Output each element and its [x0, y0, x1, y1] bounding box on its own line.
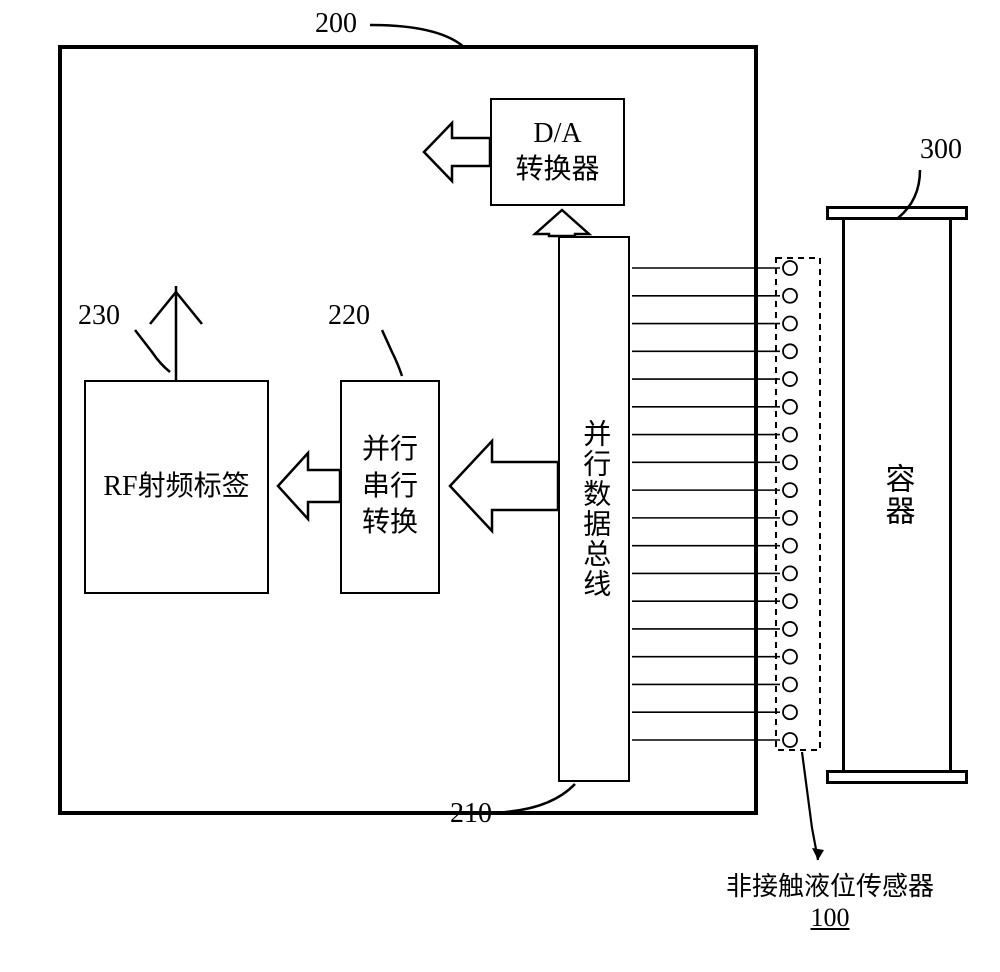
label-210: 210 — [450, 798, 492, 830]
parallel-bus-label: 并行数据总线 — [576, 419, 612, 599]
container-top-cap — [826, 206, 968, 220]
da-converter-block: D/A 转换器 — [490, 98, 625, 206]
rf-tag-block: RF射频标签 — [84, 380, 269, 594]
label-300: 300 — [920, 134, 962, 166]
sensor-caption: 非接触液位传感器 100 — [700, 866, 960, 933]
container-label: 容器 — [842, 218, 952, 772]
label-230: 230 — [78, 300, 120, 332]
container-bottom-cap — [826, 770, 968, 784]
sensor-caption-number: 100 — [700, 903, 960, 933]
parallel-serial-block: 并行 串行 转换 — [340, 380, 440, 594]
parallel-bus-block: 并行数据总线 — [558, 236, 630, 782]
label-220: 220 — [328, 300, 370, 332]
sensor-caption-text: 非接触液位传感器 — [700, 866, 960, 903]
label-200: 200 — [315, 8, 357, 40]
